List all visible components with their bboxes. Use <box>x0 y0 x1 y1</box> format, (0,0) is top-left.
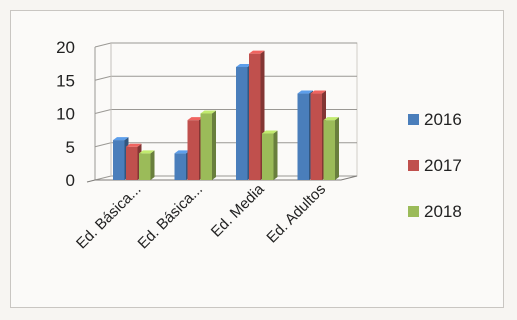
bar-2018-1 <box>139 150 155 180</box>
legend-label-2016: 2016 <box>424 110 462 129</box>
x-category-label: Ed. Media <box>208 180 268 240</box>
legend-swatch-2018 <box>408 206 419 217</box>
bar-2018-3 <box>262 130 278 180</box>
x-category-label: Ed. Adultos <box>263 181 329 247</box>
y-tick-label: 5 <box>66 138 75 157</box>
legend-swatch-2016 <box>408 114 419 125</box>
gridline <box>94 75 357 81</box>
bar-2018-2 <box>200 110 216 180</box>
legend-label-2018: 2018 <box>424 202 462 221</box>
y-tick-label: 15 <box>56 71 75 90</box>
y-tick-label: 20 <box>56 38 75 57</box>
gridline <box>94 42 357 48</box>
legend-swatch-2017 <box>408 160 419 171</box>
bar-2018-4 <box>323 117 339 180</box>
x-category-label: Ed. Básica... <box>73 181 145 253</box>
bars-layer <box>113 50 339 181</box>
x-category-label: Ed. Básica... <box>135 181 207 253</box>
legend-layer: 2016 2017 2018 <box>408 110 462 221</box>
axis-layer <box>86 43 358 183</box>
y-tick-label: 0 <box>66 171 75 190</box>
y-tick-label: 10 <box>56 105 75 124</box>
x-axis-line <box>86 175 358 183</box>
legend-label-2017: 2017 <box>424 156 462 175</box>
